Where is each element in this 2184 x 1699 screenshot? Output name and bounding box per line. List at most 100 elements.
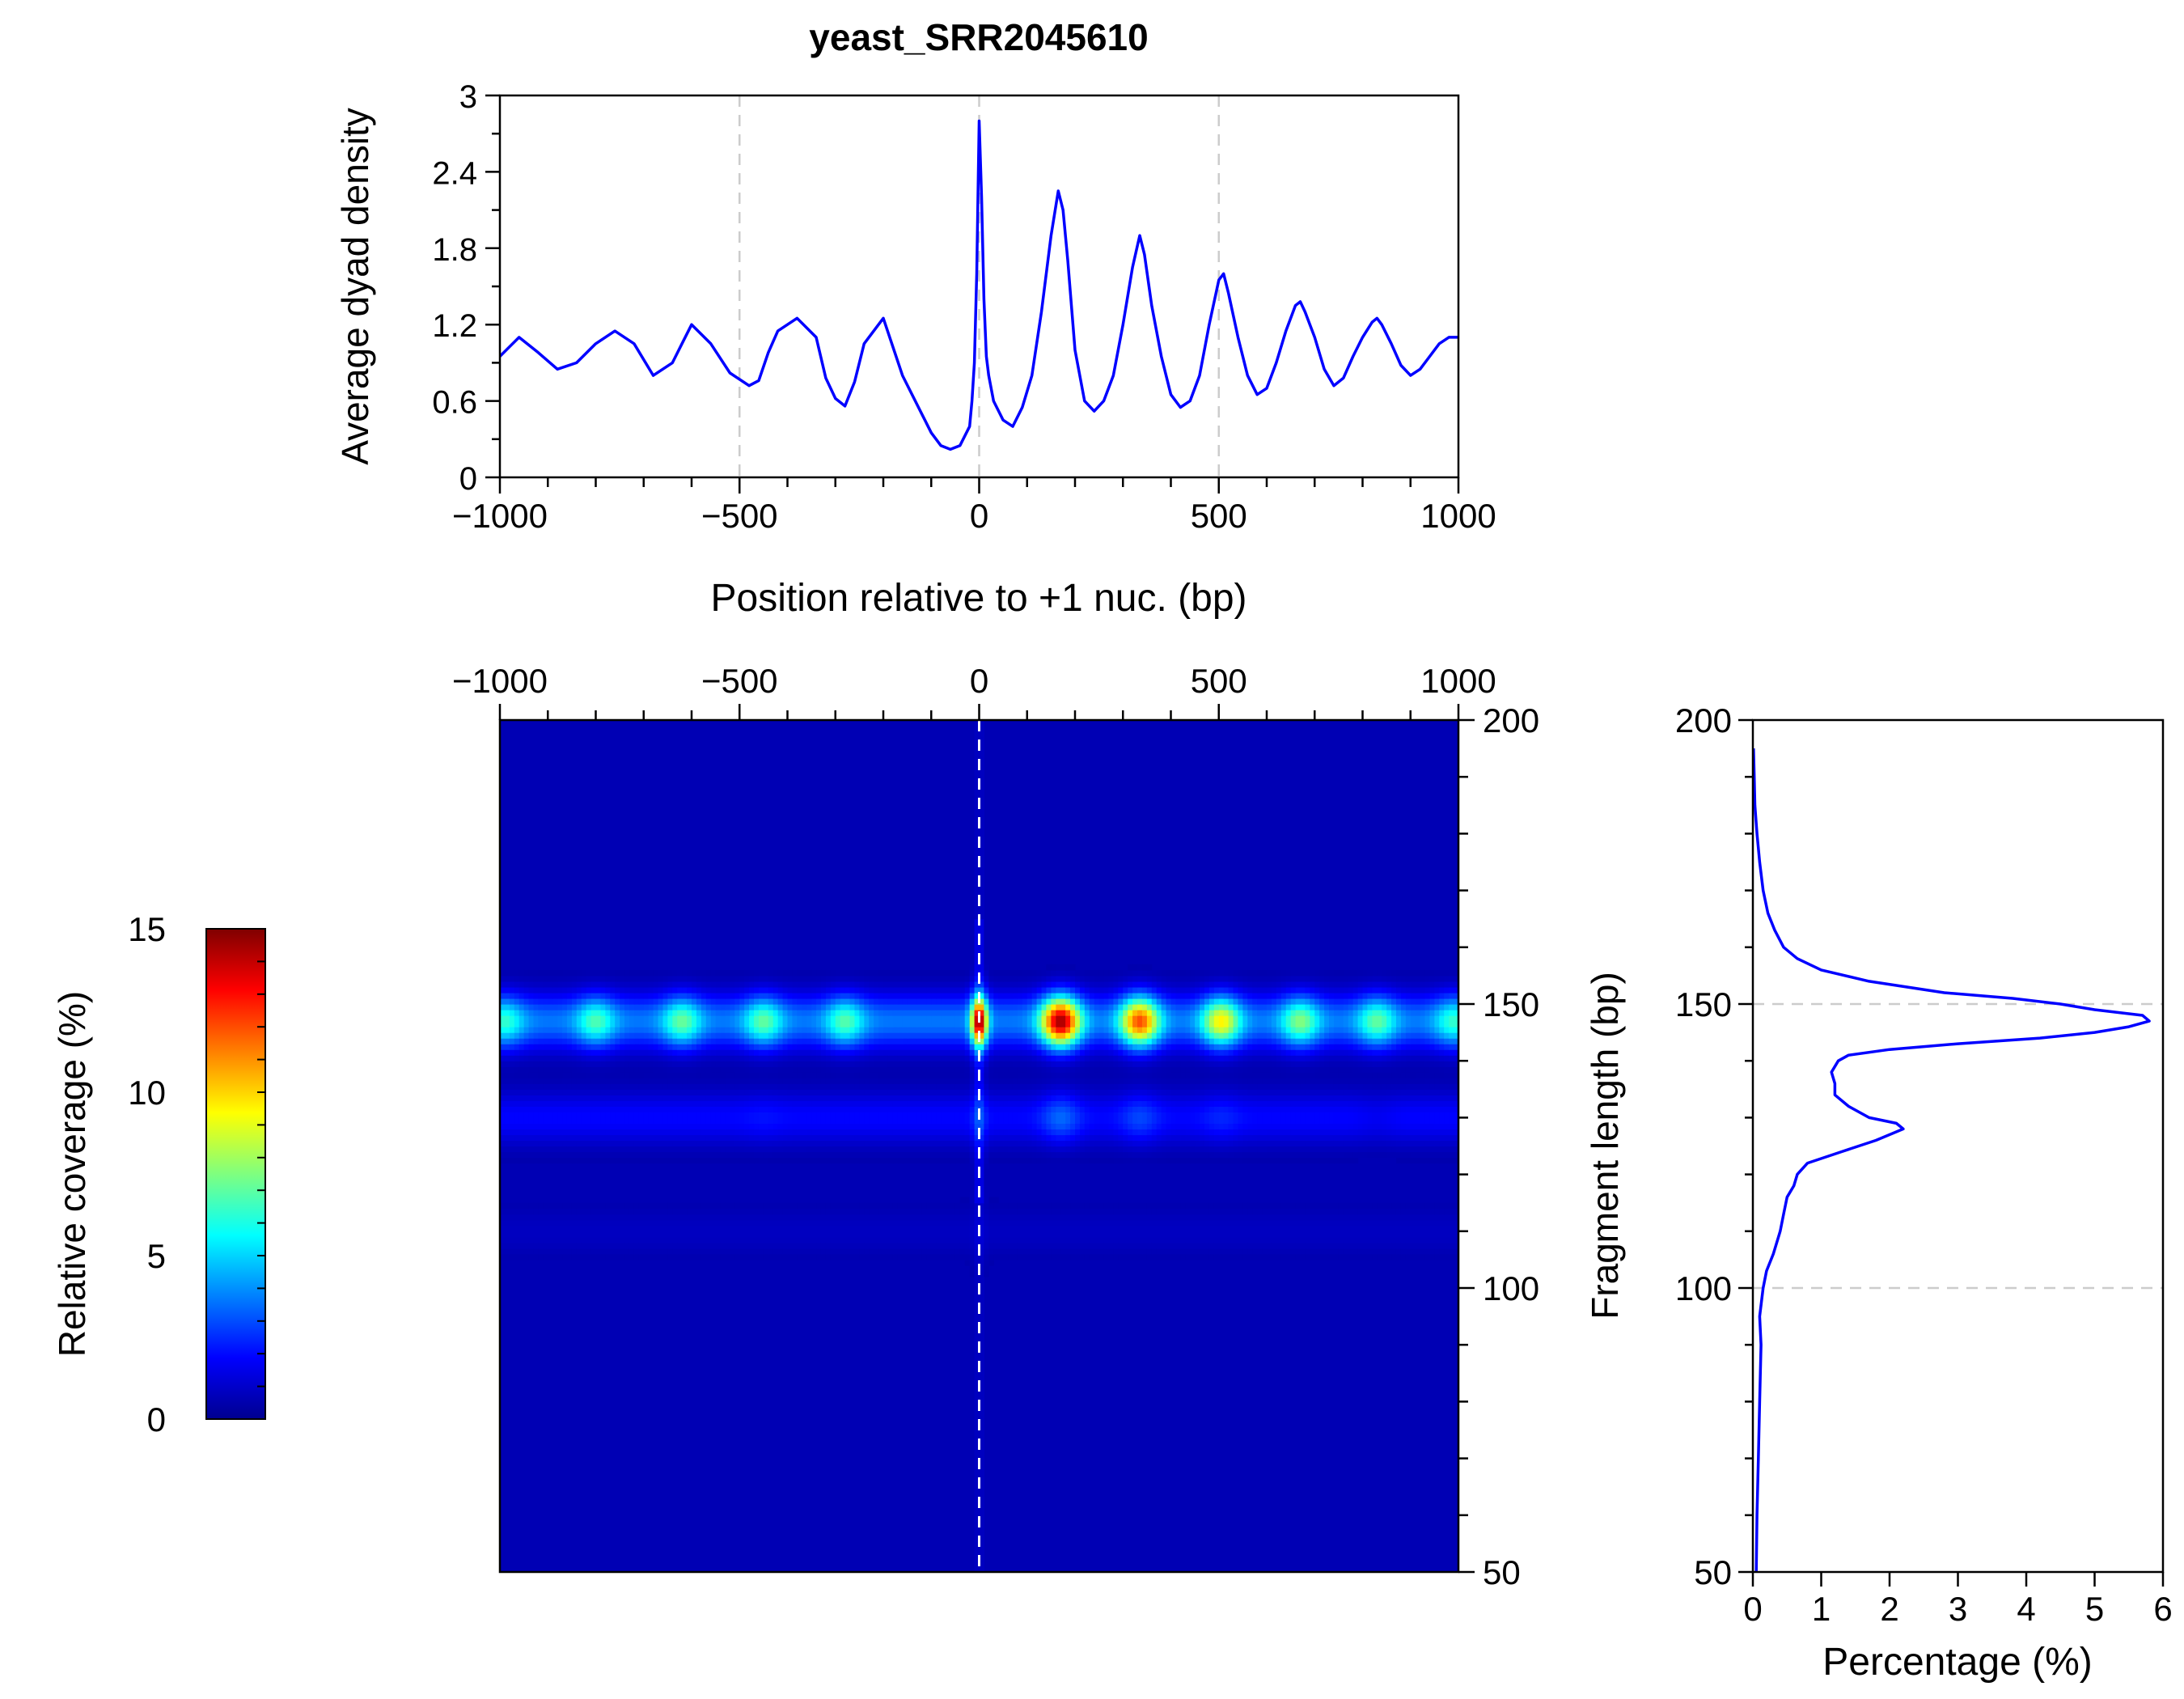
heatmap-cell bbox=[1180, 1157, 1186, 1164]
heatmap-cell bbox=[1338, 1231, 1344, 1238]
heatmap-cell bbox=[840, 1202, 846, 1210]
heatmap-cell bbox=[1146, 1157, 1153, 1164]
heatmap-cell bbox=[1314, 1248, 1320, 1255]
heatmap-cell bbox=[974, 1276, 980, 1283]
heatmap-cell bbox=[1008, 1242, 1014, 1249]
heatmap-cell bbox=[590, 1236, 597, 1244]
heatmap-cell bbox=[1132, 1231, 1138, 1238]
heatmap-cell bbox=[964, 1236, 971, 1244]
heatmap-cell bbox=[1415, 1151, 1421, 1159]
heatmap-cell bbox=[1180, 1134, 1186, 1142]
heatmap-cell bbox=[830, 1117, 836, 1125]
heatmap-cell bbox=[1420, 1095, 1426, 1101]
heatmap-cell bbox=[576, 1083, 582, 1090]
heatmap-cell bbox=[811, 1146, 817, 1153]
heatmap-cell bbox=[1003, 1202, 1009, 1210]
heatmap-cell bbox=[744, 1151, 750, 1159]
heatmap-cell bbox=[677, 1134, 683, 1142]
heatmap-cell bbox=[1003, 1100, 1009, 1107]
heatmap-cell bbox=[1079, 1253, 1086, 1260]
heatmap-cell bbox=[1357, 1117, 1364, 1125]
heatmap-cell bbox=[1454, 1112, 1458, 1118]
heatmap-cell bbox=[705, 1236, 712, 1244]
heatmap-cell bbox=[950, 1095, 956, 1101]
heatmap-cell bbox=[941, 1083, 946, 1090]
heatmap-cell bbox=[734, 1151, 740, 1159]
heatmap-cell bbox=[1262, 1117, 1268, 1125]
heatmap-cell bbox=[849, 1134, 856, 1142]
heatmap-cell bbox=[749, 1231, 755, 1238]
heatmap-cell bbox=[1310, 1106, 1315, 1112]
heatmap-cell bbox=[687, 1129, 692, 1136]
heatmap-cell bbox=[615, 1225, 620, 1232]
heatmap-cell bbox=[1012, 1140, 1018, 1147]
heatmap-cell bbox=[1233, 1089, 1239, 1095]
heatmap-cell bbox=[825, 1134, 832, 1142]
heatmap-cell bbox=[969, 1191, 976, 1198]
heatmap-cell bbox=[768, 1151, 774, 1159]
heatmap-cell bbox=[509, 1236, 515, 1244]
heatmap-cell bbox=[1200, 1112, 1205, 1118]
heatmap-cell bbox=[974, 1282, 980, 1289]
heatmap-cell bbox=[1454, 1225, 1458, 1232]
heatmap-cell bbox=[590, 1140, 597, 1147]
heatmap-cell bbox=[1338, 1134, 1344, 1142]
heatmap-cell bbox=[1170, 1236, 1177, 1244]
heatmap-cell bbox=[883, 1253, 889, 1260]
heatmap-cell bbox=[1166, 1214, 1172, 1221]
heatmap-cell bbox=[1204, 1202, 1210, 1210]
heatmap-cell bbox=[1151, 1140, 1158, 1147]
heatmap-cell bbox=[1113, 1140, 1119, 1147]
heatmap-cell bbox=[1400, 1214, 1407, 1221]
heatmap-cell bbox=[1333, 1146, 1340, 1153]
heatmap-cell bbox=[979, 1424, 985, 1431]
heatmap-cell bbox=[1118, 1146, 1124, 1153]
heatmap-cell bbox=[744, 1146, 750, 1153]
heatmap-cell bbox=[667, 1100, 673, 1107]
heatmap-cell bbox=[777, 1083, 784, 1090]
heatmap-cell bbox=[874, 1134, 879, 1142]
heatmap-cell bbox=[993, 1123, 999, 1130]
heatmap-cell bbox=[1395, 1106, 1402, 1112]
heatmap-cell bbox=[1223, 1208, 1230, 1215]
heatmap-cell bbox=[754, 1134, 760, 1142]
heatmap-cell bbox=[1151, 1231, 1158, 1238]
heatmap-cell bbox=[749, 1151, 755, 1159]
heatmap-cell bbox=[1386, 1202, 1392, 1210]
heatmap-cell bbox=[1333, 1134, 1340, 1142]
heatmap-cell bbox=[1094, 1242, 1100, 1249]
heatmap-cell bbox=[782, 1151, 789, 1159]
heatmap-cell bbox=[941, 1134, 946, 1142]
heatmap-cell bbox=[1352, 1134, 1359, 1142]
heatmap-cell bbox=[782, 1134, 789, 1142]
heatmap-cell bbox=[993, 1112, 999, 1118]
heatmap-cell bbox=[768, 1236, 774, 1244]
heatmap-cell bbox=[672, 1219, 678, 1227]
heatmap-cell bbox=[624, 1123, 630, 1130]
heatmap-cell bbox=[787, 1242, 794, 1249]
heatmap-cell bbox=[1031, 1219, 1038, 1227]
heatmap-cell bbox=[610, 1248, 616, 1255]
heatmap-cell bbox=[797, 1202, 802, 1210]
heatmap-cell bbox=[1305, 1089, 1310, 1095]
heatmap-cell bbox=[1454, 1146, 1458, 1153]
heatmap-cell bbox=[624, 1253, 630, 1260]
heatmap-cell bbox=[916, 1225, 922, 1232]
heatmap-cell bbox=[700, 1134, 707, 1142]
heatmap-cell bbox=[1017, 1208, 1023, 1215]
heatmap-cell bbox=[1310, 1236, 1315, 1244]
heatmap-cell bbox=[1161, 1123, 1167, 1130]
heatmap-cell bbox=[768, 1140, 774, 1147]
heatmap-cell bbox=[844, 1140, 851, 1147]
heatmap-cell bbox=[566, 1219, 573, 1227]
heatmap-cell bbox=[1223, 1253, 1230, 1260]
heatmap-cell bbox=[1065, 1134, 1071, 1142]
heatmap-cell bbox=[1065, 1123, 1071, 1130]
heatmap-cell bbox=[1348, 1242, 1354, 1249]
heatmap-cell bbox=[1267, 1134, 1272, 1142]
heatmap-cell bbox=[959, 1100, 966, 1107]
heatmap-cell bbox=[1295, 1253, 1302, 1260]
heatmap-cell bbox=[777, 1208, 784, 1215]
heatmap-cell bbox=[1319, 1214, 1325, 1221]
heatmap-cell bbox=[1070, 1140, 1076, 1147]
